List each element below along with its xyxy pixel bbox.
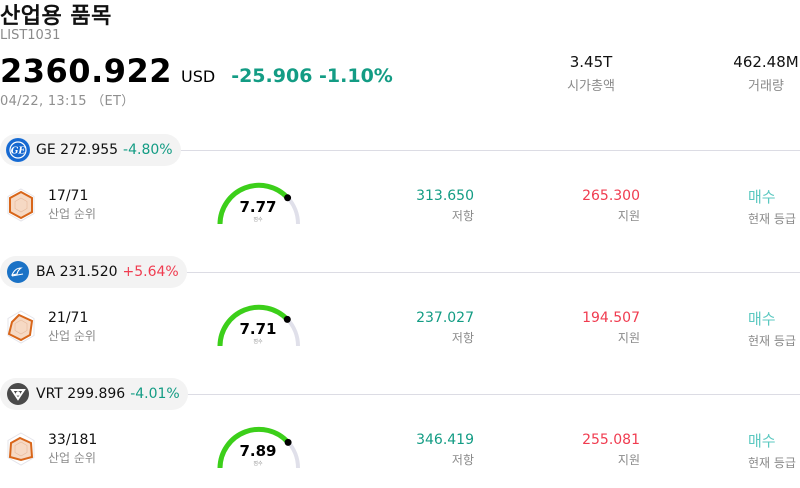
divider (170, 272, 800, 273)
support-value: 265.300 (582, 188, 640, 204)
stock-change-pct: +5.64% (122, 264, 179, 280)
stock-pill-ba[interactable]: BA 231.520 +5.64% (0, 256, 187, 288)
score-gauge: 7.89 점수 (214, 422, 304, 472)
volume-stat: 462.48M 거래량 (716, 53, 800, 94)
stock-section-ge: GE GE 272.955 -4.80% 17/71 산업 순위 7.77 점수… (0, 134, 800, 256)
stock-symbol-price: BA 231.520 (36, 264, 118, 280)
current-rating: 매수 현재 등급 (748, 186, 796, 227)
svg-text:GE: GE (11, 147, 26, 157)
score-label: 점수 (253, 339, 263, 345)
stock-change-pct: -4.01% (130, 386, 180, 402)
stock-change-pct: -4.80% (123, 142, 173, 158)
market-cap-stat: 3.45T 시가총액 (546, 53, 636, 94)
rank-label: 산업 순위 (48, 329, 96, 343)
resistance: 313.650 저항 (394, 188, 474, 224)
rank-value: 21/71 (48, 310, 89, 326)
index-change: -25.906 -1.10% (231, 65, 393, 87)
divider (170, 394, 800, 395)
index-price: 2360.922 (0, 52, 173, 90)
market-cap-label: 시가총액 (567, 79, 615, 94)
support: 265.300 지원 (560, 188, 640, 224)
rank-value: 33/181 (48, 432, 98, 448)
resistance-label: 저항 (451, 209, 474, 223)
stock-symbol-price: GE 272.955 (36, 142, 119, 158)
timestamp: 04/22, 13:15 （ET） (0, 94, 135, 109)
industry-rank: 21/71 산업 순위 (48, 310, 96, 344)
boeing-logo-icon (6, 260, 30, 284)
support-value: 255.081 (582, 432, 640, 448)
currency: USD (181, 67, 216, 86)
score-value: 7.89 (239, 442, 277, 460)
rating-value: 매수 (748, 432, 776, 450)
rank-value: 17/71 (48, 188, 89, 204)
stock-pill-ge[interactable]: GE GE 272.955 -4.80% (0, 134, 181, 166)
page-title: 산업용 품목 (0, 4, 112, 29)
resistance-value: 237.027 (416, 310, 474, 326)
industry-rank: 33/181 산업 순위 (48, 432, 97, 466)
list-code: LIST1031 (0, 28, 61, 43)
rank-label: 산업 순위 (48, 451, 96, 465)
support: 194.507 지원 (560, 310, 640, 346)
support-label: 지원 (617, 209, 640, 223)
volume-label: 거래량 (748, 79, 784, 94)
support-label: 지원 (617, 453, 640, 467)
industry-rank-radar-icon (7, 310, 35, 344)
support-label: 지원 (617, 331, 640, 345)
ge-logo-icon: GE (6, 138, 30, 162)
industry-rank: 17/71 산업 순위 (48, 188, 96, 222)
rating-label: 현재 등급 (748, 334, 796, 348)
rating-label: 현재 등급 (748, 456, 796, 470)
rating-value: 매수 (748, 188, 776, 206)
stock-pill-vrt[interactable]: VRT 299.896 -4.01% (0, 378, 188, 410)
score-gauge: 7.71 점수 (214, 300, 304, 350)
current-rating: 매수 현재 등급 (748, 308, 796, 349)
resistance: 237.027 저항 (394, 310, 474, 346)
industry-rank-radar-icon (7, 188, 35, 222)
stock-section-ba: BA 231.520 +5.64% 21/71 산업 순위 7.71 점수 23… (0, 256, 800, 378)
support: 255.081 지원 (560, 432, 640, 468)
resistance-label: 저항 (451, 453, 474, 467)
score-gauge: 7.77 점수 (214, 178, 304, 228)
support-value: 194.507 (582, 310, 640, 326)
market-cap-value: 3.45T (569, 53, 613, 71)
stock-section-vrt: VRT 299.896 -4.01% 33/181 산업 순위 7.89 점수 … (0, 378, 800, 488)
resistance: 346.419 저항 (394, 432, 474, 468)
resistance-value: 346.419 (416, 432, 474, 448)
current-rating: 매수 현재 등급 (748, 430, 796, 471)
rating-label: 현재 등급 (748, 212, 796, 226)
rank-label: 산업 순위 (48, 207, 96, 221)
score-label: 점수 (253, 461, 263, 467)
industry-rank-radar-icon (7, 432, 35, 466)
vertiv-logo-icon (6, 382, 30, 406)
score-value: 7.77 (239, 198, 277, 216)
score-value: 7.71 (239, 320, 277, 338)
stock-symbol-price: VRT 299.896 (36, 386, 126, 402)
volume-value: 462.48M (733, 53, 799, 71)
score-label: 점수 (253, 217, 263, 223)
resistance-value: 313.650 (416, 188, 474, 204)
price-row: 2360.922 USD -25.906 -1.10% (0, 52, 393, 90)
resistance-label: 저항 (451, 331, 474, 345)
divider (170, 150, 800, 151)
rating-value: 매수 (748, 310, 776, 328)
